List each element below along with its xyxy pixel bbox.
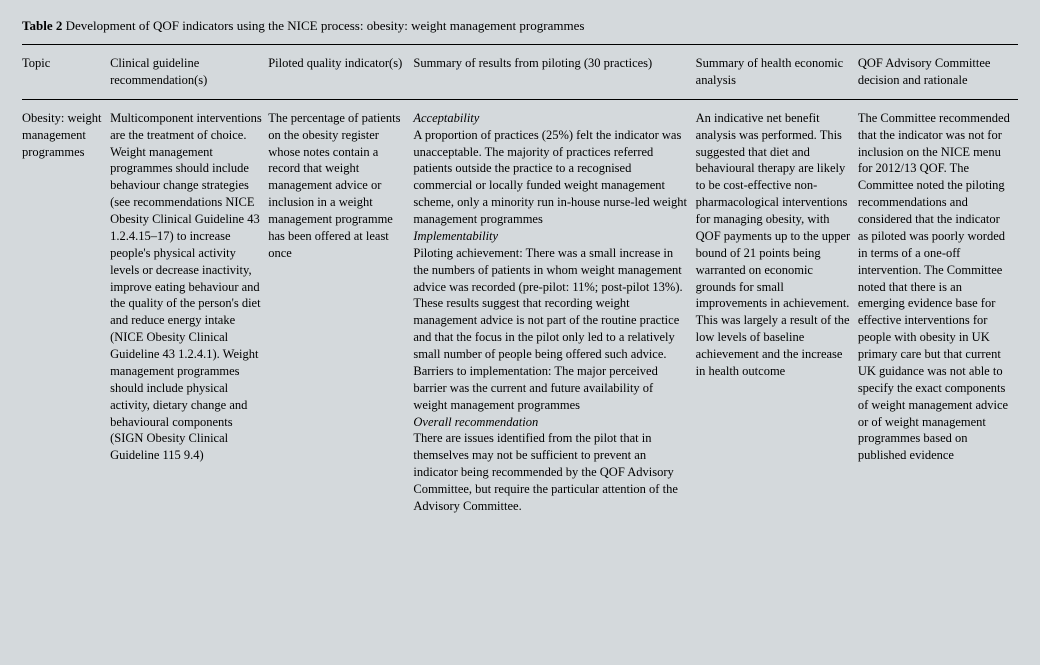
- summary-overall-text: There are issues identified from the pil…: [413, 430, 689, 514]
- header-qof: QOF Advisory Committee decision and rati…: [858, 45, 1018, 100]
- table-title: Table 2 Development of QOF indicators us…: [22, 18, 1018, 34]
- summary-heading-overall: Overall recommendation: [413, 414, 689, 431]
- header-summary: Summary of results from piloting (30 pra…: [413, 45, 695, 100]
- cell-health: An indicative net benefit analysis was p…: [696, 99, 858, 525]
- header-health: Summary of health economic analysis: [696, 45, 858, 100]
- header-row: Topic Clinical guideline recommendation(…: [22, 45, 1018, 100]
- header-topic: Topic: [22, 45, 110, 100]
- table-row: Obesity: weight management programmes Mu…: [22, 99, 1018, 525]
- cell-piloted: The percentage of patients on the obesit…: [268, 99, 413, 525]
- summary-acceptability-text: A proportion of practices (25%) felt the…: [413, 127, 689, 228]
- summary-implementability-text: Piloting achievement: There was a small …: [413, 245, 689, 414]
- summary-heading-acceptability: Acceptability: [413, 110, 689, 127]
- cell-summary: Acceptability A proportion of practices …: [413, 99, 695, 525]
- qof-table: Topic Clinical guideline recommendation(…: [22, 44, 1018, 525]
- header-piloted: Piloted quality indicator(s): [268, 45, 413, 100]
- cell-topic: Obesity: weight management programmes: [22, 99, 110, 525]
- cell-clinical: Multicomponent interventions are the tre…: [110, 99, 268, 525]
- header-clinical: Clinical guideline recommendation(s): [110, 45, 268, 100]
- table-title-text: Development of QOF indicators using the …: [62, 18, 584, 33]
- cell-qof: The Committee recommended that the indic…: [858, 99, 1018, 525]
- summary-heading-implementability: Implementability: [413, 228, 689, 245]
- table-label: Table 2: [22, 18, 62, 33]
